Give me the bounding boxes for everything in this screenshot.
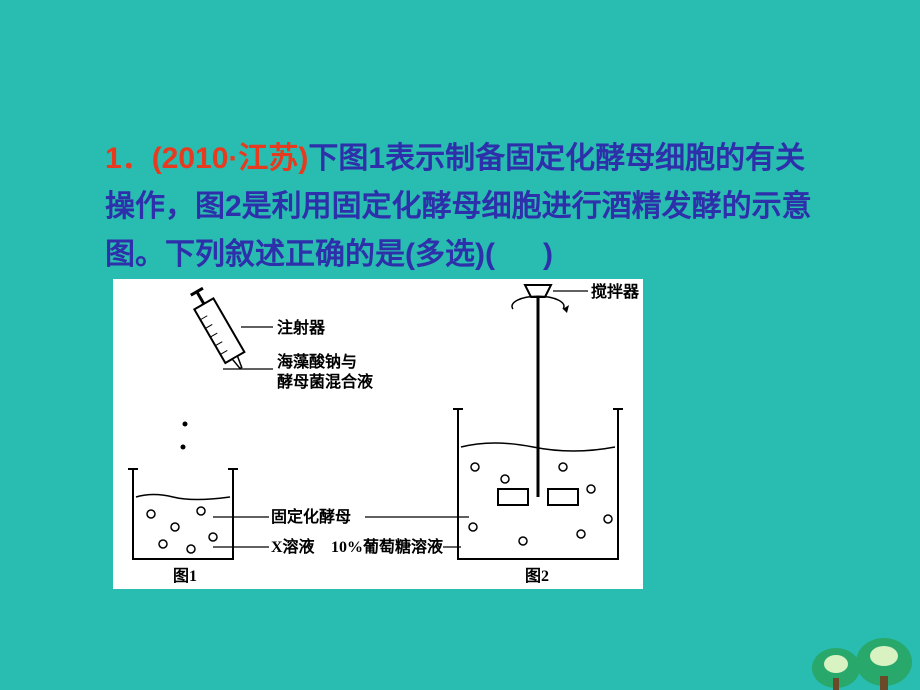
fig1-beaker bbox=[128, 469, 238, 559]
close-paren: ) bbox=[543, 238, 553, 271]
fig2-caption: 图2 bbox=[525, 567, 549, 585]
question-text: 1．(2010·江苏)下图1表示制备固定化酵母细胞的有关操作，图2是利用固定化酵… bbox=[105, 135, 835, 604]
label-immobilized-yeast: 固定化酵母 bbox=[271, 507, 351, 526]
label-mixture-l2: 酵母菌混合液 bbox=[277, 372, 374, 391]
slide: 1．(2010·江苏)下图1表示制备固定化酵母细胞的有关操作，图2是利用固定化酵… bbox=[0, 0, 920, 690]
label-stirrer: 搅拌器 bbox=[591, 282, 640, 301]
label-glucose: 10%葡萄糖溶液 bbox=[331, 537, 444, 556]
fig1-caption: 图1 bbox=[173, 567, 197, 585]
label-mixture-l1: 海藻酸钠与 bbox=[277, 352, 357, 371]
label-x-solution: X溶液 bbox=[271, 537, 316, 556]
drop bbox=[183, 422, 188, 427]
diagram-container: 注射器 海藻酸钠与 酵母菌混合液 图1 bbox=[113, 279, 643, 604]
question-source: (2010·江苏) bbox=[152, 142, 309, 175]
fig2-stirrer bbox=[498, 285, 578, 505]
tree-deco-icon bbox=[800, 634, 920, 690]
label-syringe: 注射器 bbox=[277, 318, 326, 337]
diagram-svg: 注射器 海藻酸钠与 酵母菌混合液 图1 bbox=[113, 279, 643, 589]
question-number: 1． bbox=[105, 142, 152, 175]
fig1-syringe bbox=[187, 286, 250, 373]
drop bbox=[181, 445, 186, 450]
